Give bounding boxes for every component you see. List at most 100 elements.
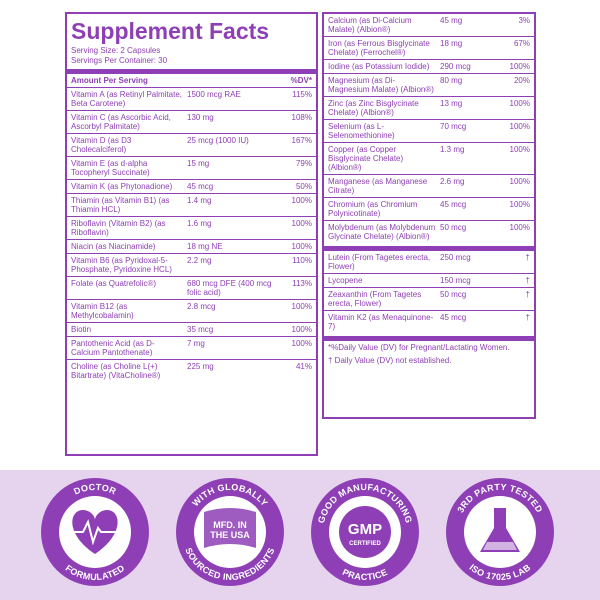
nutrient-dv: 113%	[292, 279, 312, 288]
nutrient-amount: 1500 mcg RAE	[187, 90, 241, 99]
nutrient-row: Riboflavin (Vitamin B2) (as Riboflavin) 1…	[67, 216, 316, 239]
nutrient-amount: 15 mg	[187, 159, 210, 168]
nutrient-dv: †	[525, 290, 530, 299]
nutrient-row: Copper (as Copper Bisglycinate Chelate) …	[324, 142, 534, 174]
nutrient-name: Lutein (From Tagetes erecta, Flower)	[328, 253, 431, 271]
nutrient-amount: 225 mg	[187, 362, 214, 371]
nutrient-dv: 167%	[291, 136, 312, 145]
header-dv: %DV*	[290, 76, 312, 85]
footnotes: *%Daily Value (DV) for Pregnant/Lactatin…	[324, 341, 534, 367]
nutrient-name: Vitamin K2 (as Menaquinone-7)	[328, 313, 434, 331]
nutrient-dv: 50%	[295, 182, 312, 191]
nutrient-row: Zinc (as Zinc Bisglycinate Chelate) (Alb…	[324, 96, 534, 119]
nutrient-row: Pantothenic Acid (as D-Calcium Pantothen…	[67, 336, 316, 359]
footnote: † Daily Value (DV) not established.	[328, 356, 452, 365]
nutrient-name: Zinc (as Zinc Bisglycinate Chelate) (Alb…	[328, 99, 419, 117]
nutrient-amount: 1.3 mg	[440, 145, 465, 154]
nutrient-row: Vitamin A (as Retinyl Palmitate, Beta Ca…	[67, 87, 316, 110]
nutrient-amount: 50 mcg	[440, 223, 467, 232]
nutrient-dv: 100%	[291, 242, 312, 251]
nutrient-name: Selenium (as L-Selenomethionine)	[328, 122, 395, 140]
nutrient-amount: 130 mg	[187, 113, 214, 122]
footnote: *%Daily Value (DV) for Pregnant/Lactatin…	[328, 343, 510, 352]
nutrient-row: Zeaxanthin (From Tagetes erecta, Flower)…	[324, 287, 534, 310]
nutrient-row: Biotin 35 mcg 100%	[67, 322, 316, 336]
nutrient-name: Molybdenum (as Molybdenum Glycinate Chel…	[328, 223, 436, 241]
nutrient-amount: 290 mcg	[440, 62, 471, 71]
serving-size: Serving Size: 2 Capsules	[71, 46, 161, 55]
nutrient-amount: 18 mg NE	[187, 242, 223, 251]
nutrient-row: Magnesium (as Di-Magnesium Malate) (Albi…	[324, 73, 534, 96]
badge-top-text: DOCTOR	[72, 482, 117, 497]
nutrient-name: Vitamin A (as Retinyl Palmitate, Beta Ca…	[71, 90, 183, 108]
nutrient-amount: 35 mcg	[187, 325, 214, 334]
badge: DOCTOR FORMULATED	[41, 478, 149, 586]
nutrient-name: Vitamin C (as Ascorbic Acid, Ascorbyl Pa…	[71, 113, 171, 131]
badge-bottom-text: PRACTICE	[341, 567, 389, 582]
nutrient-dv: 100%	[291, 196, 312, 205]
nutrient-dv: 100%	[291, 219, 312, 228]
nutrient-dv: †	[525, 276, 530, 285]
right-panel: Calcium (as Di-Calcium Malate) (Albion®)…	[322, 12, 536, 419]
nutrient-row: Vitamin C (as Ascorbic Acid, Ascorbyl Pa…	[67, 110, 316, 133]
nutrient-dv: 100%	[509, 223, 530, 232]
nutrient-row: Vitamin K (as Phytonadione) 45 mcg 50%	[67, 179, 316, 193]
nutrient-dv: 108%	[291, 113, 312, 122]
nutrient-dv: 100%	[291, 302, 312, 311]
divider	[67, 69, 316, 74]
nutrient-dv: 3%	[518, 16, 530, 25]
svg-text:PRACTICE: PRACTICE	[341, 567, 389, 582]
nutrient-dv: †	[525, 253, 530, 262]
nutrient-dv: 41%	[295, 362, 312, 371]
nutrient-name: Calcium (as Di-Calcium Malate) (Albion®)	[328, 16, 412, 34]
nutrient-dv: 110%	[292, 256, 312, 265]
badge-center-text: GMP	[348, 521, 382, 538]
nutrient-row: Thiamin (as Vitamin B1) (as Thiamin HCL)…	[67, 193, 316, 216]
rows: Vitamin A (as Retinyl Palmitate, Beta Ca…	[67, 87, 316, 382]
nutrient-row: Vitamin E (as d-alpha Tocopheryl Succina…	[67, 156, 316, 179]
nutrient-name: Manganese (as Manganese Citrate)	[328, 177, 428, 195]
nutrient-dv: 20%	[513, 76, 530, 85]
servings-per-container: Servings Per Container: 30	[71, 56, 168, 65]
nutrient-dv: 100%	[509, 122, 530, 131]
nutrient-name: Pantothenic Acid (as D-Calcium Pantothen…	[71, 339, 155, 357]
header-amount: Amount Per Serving	[71, 76, 148, 85]
nutrient-name: Iodine (as Potassium Iodide)	[328, 62, 430, 71]
nutrient-amount: 2.6 mg	[440, 177, 465, 186]
nutrient-name: Magnesium (as Di-Magnesium Malate) (Albi…	[328, 76, 434, 94]
nutrient-name: Lycopene	[328, 276, 363, 285]
nutrient-row: Manganese (as Manganese Citrate) 2.6 mg 10…	[324, 174, 534, 197]
nutrient-row: Iodine (as Potassium Iodide) 290 mcg 100%	[324, 59, 534, 73]
nutrient-amount: 45 mcg	[440, 200, 467, 209]
header-row: Amount Per Serving %DV*	[67, 74, 316, 87]
nutrient-dv: 100%	[509, 200, 530, 209]
badge: 3RD PARTY TESTED ISO 17025 LAB	[446, 478, 554, 586]
nutrient-amount: 45 mcg	[187, 182, 214, 191]
nutrient-amount: 150 mcg	[440, 276, 471, 285]
nutrient-name: Niacin (as Niacinamide)	[71, 242, 156, 251]
nutrient-name: Riboflavin (Vitamin B2) (as Riboflavin)	[71, 219, 166, 237]
nutrient-dv: 79%	[295, 159, 312, 168]
nutrient-name: Biotin	[71, 325, 92, 334]
nutrient-name: Vitamin B6 (as Pyridoxal-5-Phosphate, Py…	[71, 256, 172, 274]
nutrient-name: Vitamin E (as d-alpha Tocopheryl Succina…	[71, 159, 150, 177]
nutrient-amount: 7 mg	[187, 339, 205, 348]
other-rows: Lutein (From Tagetes erecta, Flower) 250 …	[324, 251, 534, 333]
nutrient-dv: 100%	[291, 339, 312, 348]
nutrient-name: Chromium (as Chromium Polynicotinate)	[328, 200, 418, 218]
divider	[324, 246, 534, 251]
nutrient-row: Lycopene 150 mcg †	[324, 273, 534, 287]
nutrient-row: Iron (as Ferrous Bisglycinate Chelate) (…	[324, 36, 534, 59]
nutrient-row: Folate (as Quatrefolic®) 680 mcg DFE (400…	[67, 276, 316, 299]
nutrient-amount: 680 mcg DFE (400 mcg folic acid)	[187, 279, 272, 297]
nutrient-row: Vitamin B6 (as Pyridoxal-5-Phosphate, Py…	[67, 253, 316, 276]
nutrient-name: Vitamin D (as D3 Cholecalciferol)	[71, 136, 132, 154]
nutrient-amount: 18 mg	[440, 39, 463, 48]
nutrient-name: Zeaxanthin (From Tagetes erecta, Flower)	[328, 290, 422, 308]
nutrient-dv: 100%	[509, 177, 530, 186]
nutrient-dv: 115%	[292, 90, 312, 99]
nutrient-name: Thiamin (as Vitamin B1) (as Thiamin HCL)	[71, 196, 170, 214]
title: Supplement Facts	[71, 18, 270, 44]
nutrient-row: Calcium (as Di-Calcium Malate) (Albion®)…	[324, 14, 534, 36]
